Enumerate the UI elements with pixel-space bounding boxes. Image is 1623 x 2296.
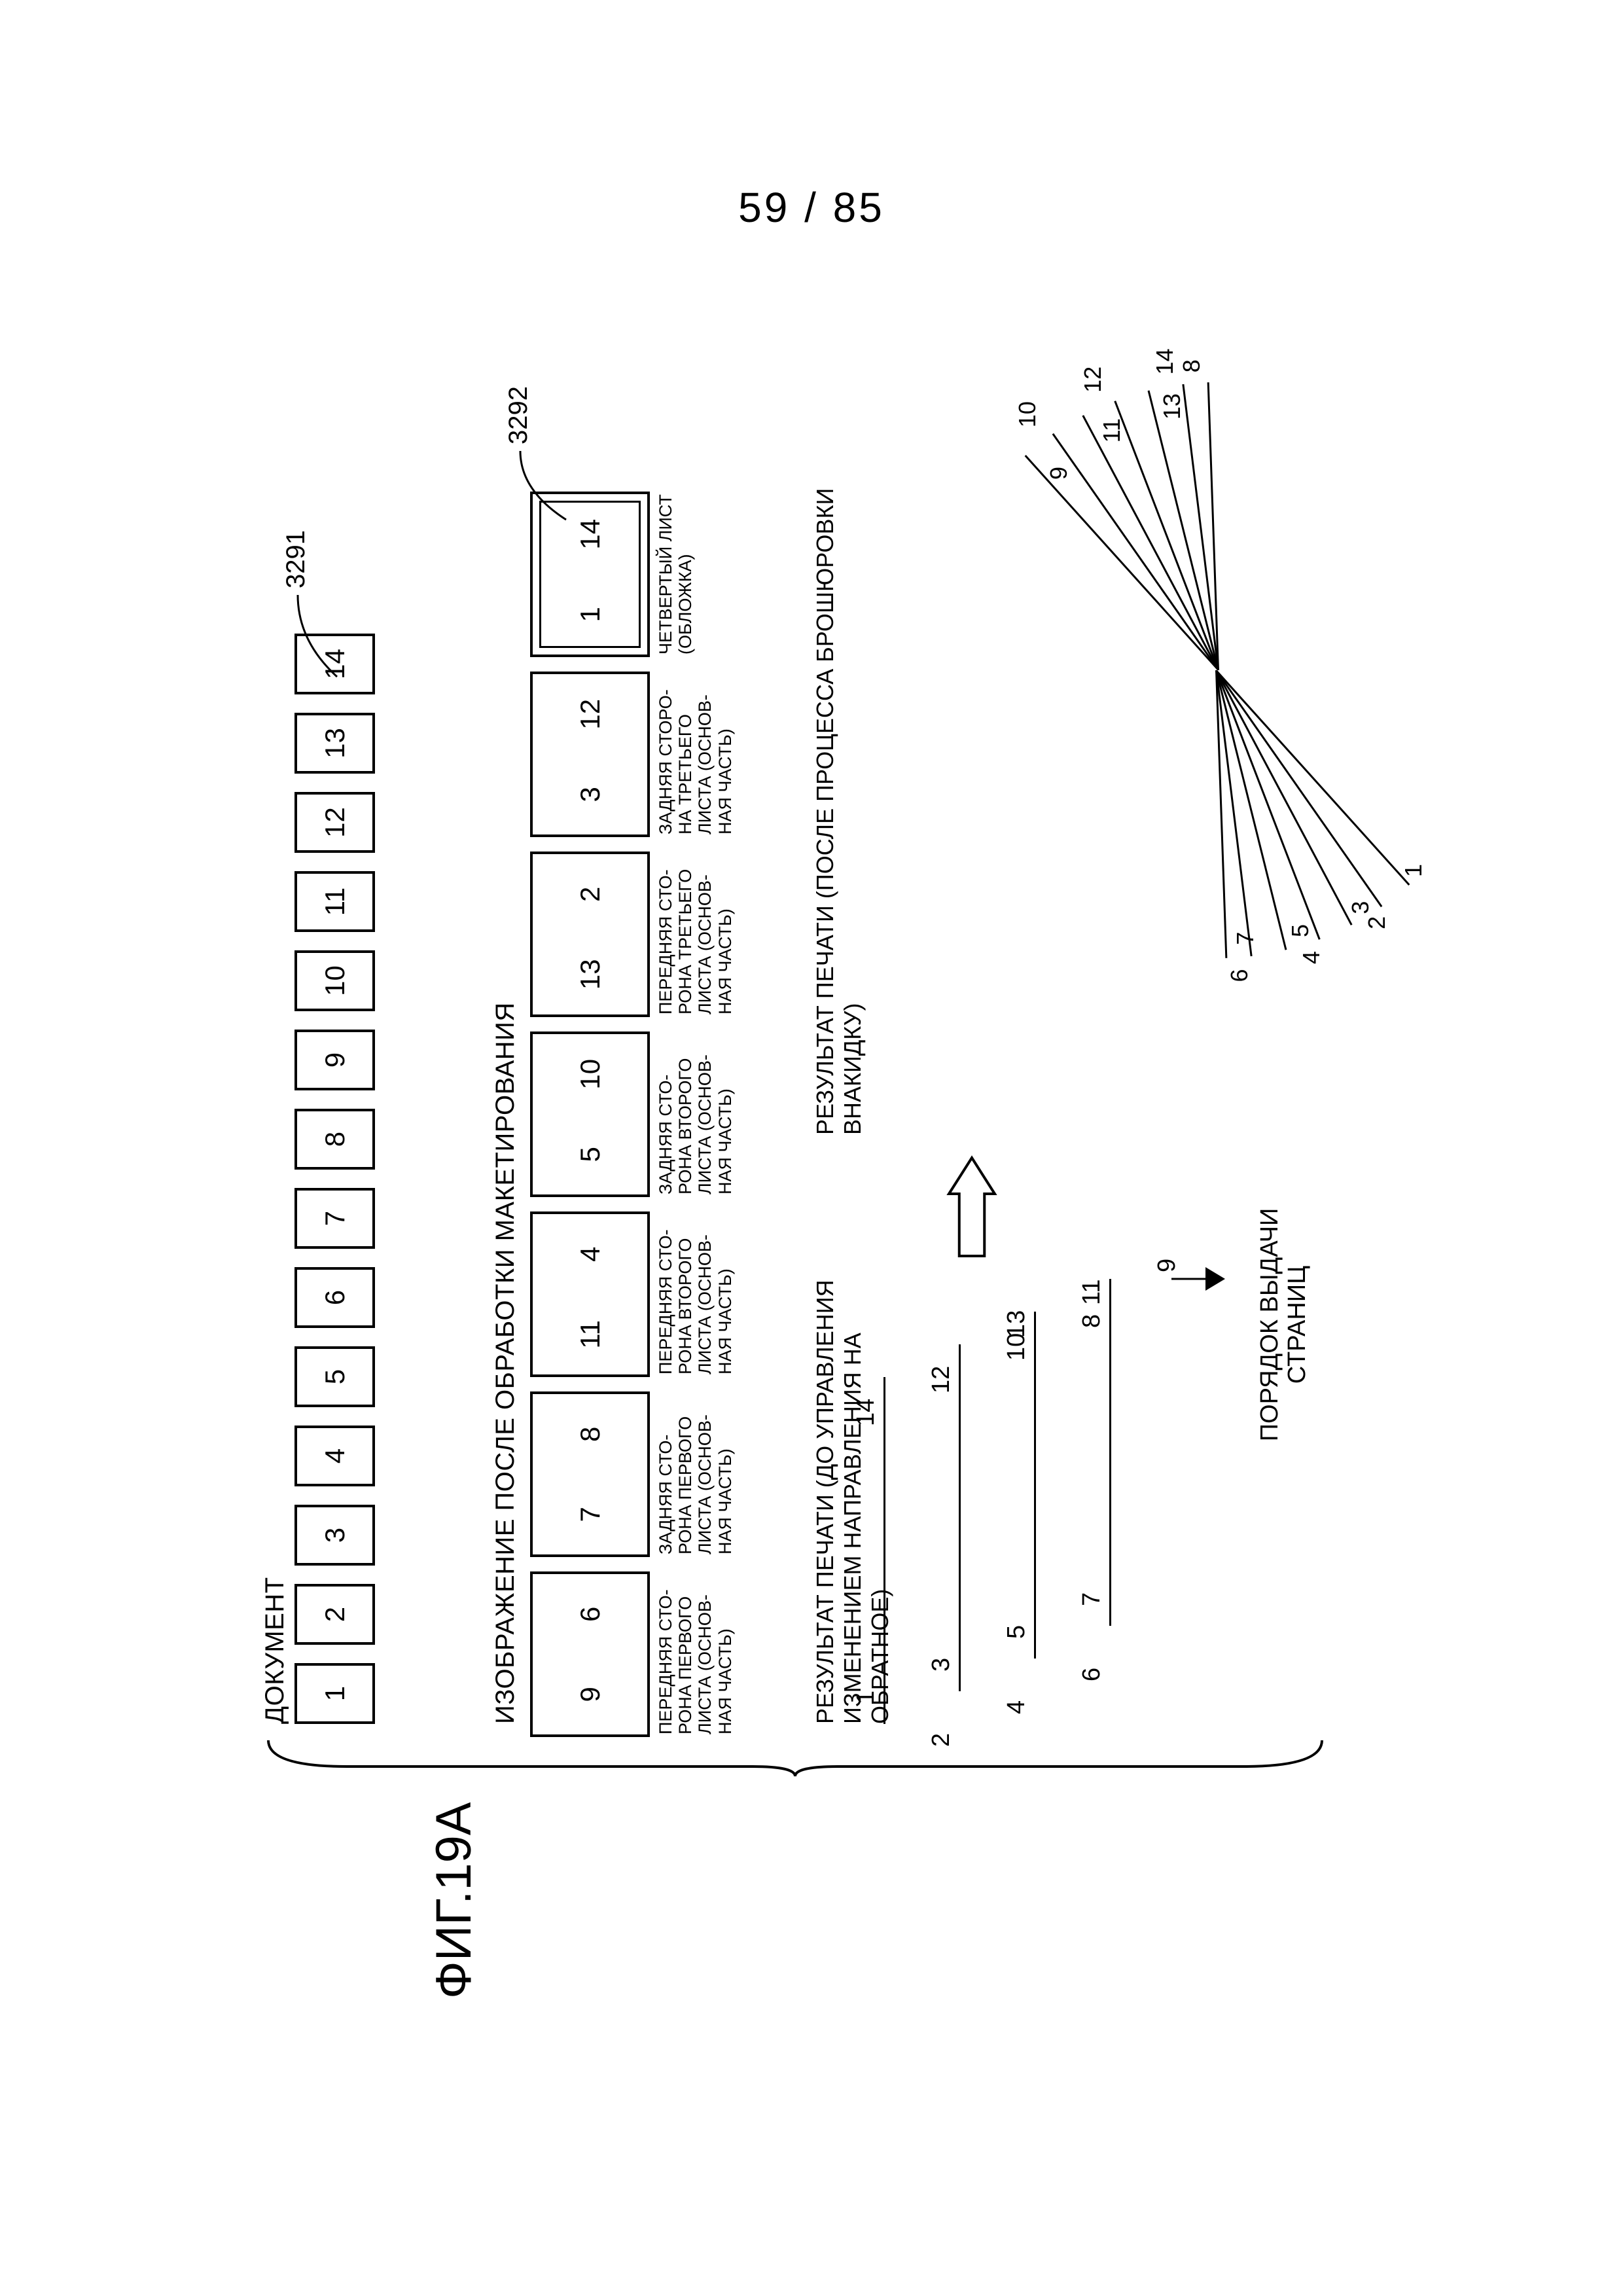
stack-page-number: 11 [1078, 1280, 1106, 1305]
stack-page-number: 4 [1003, 1700, 1031, 1714]
stack-page-number: 6 [1078, 1668, 1106, 1681]
document-page: 11 [294, 871, 375, 932]
stack-page-number: 8 [1078, 1314, 1106, 1328]
order-arrow-down [1171, 1227, 1250, 1305]
title-layout: ИЗОБРАЖЕНИЕ ПОСЛЕ ОБРАБОТКИ МАКЕТИРОВАНИ… [491, 1002, 520, 1724]
title-result-before: РЕЗУЛЬТАТ ПЕЧАТИ (ДО УПРАВЛЕНИЯ ИЗМЕНЕНИ… [812, 1253, 894, 1724]
stack-page-number: 3 [927, 1658, 955, 1672]
figure-19a: ФИГ.19A ДОКУМЕНТ 1234567891011121314 329… [255, 297, 1368, 1999]
document-page: 5 [294, 1346, 375, 1407]
document-page: 2 [294, 1584, 375, 1645]
sheet-caption: ЧЕТВЕРТЫЙ ЛИСТ (ОБЛОЖКА) [656, 494, 695, 655]
document-page: 3 [294, 1505, 375, 1566]
sheet-right-page: 10 [533, 1034, 647, 1115]
sheet-right-page: 2 [533, 854, 647, 935]
stack-page-number: 14 [852, 1399, 880, 1426]
arrow-right [942, 1138, 1014, 1263]
sheet-left-page: 5 [533, 1115, 647, 1195]
title-result-after: РЕЗУЛЬТАТ ПЕЧАТИ (ПОСЛЕ ПРОЦЕССА БРОШЮРО… [812, 382, 866, 1135]
imposition-sheet: 78ЗАДНЯЯ СТО- РОНА ПЕРВОГО ЛИСТА (ОСНОВ-… [530, 1391, 650, 1557]
sheet-caption: ЗАДНЯЯ СТОРО- НА ТРЕТЬЕГО ЛИСТА (ОСНОВ- … [656, 674, 735, 834]
stack-page-number: 12 [927, 1366, 955, 1393]
booklet-page-number: 7 [1232, 932, 1259, 945]
booklet-page-number: 1 [1400, 864, 1427, 877]
booklet-page-number: 14 [1151, 348, 1179, 374]
ref-3292: 3292 [504, 386, 533, 444]
document-page: 7 [294, 1188, 375, 1249]
stack-page-number: 1 [852, 1691, 880, 1704]
booklet-page-number: 2 [1363, 916, 1391, 929]
page: 59 / 85 ФИГ.19A ДОКУМЕНТ 123456789101112… [0, 0, 1623, 2296]
document-page: 10 [294, 950, 375, 1011]
document-pages-row: 1234567891011121314 [294, 634, 375, 1724]
document-page: 8 [294, 1109, 375, 1170]
stack-page-number: 5 [1003, 1625, 1031, 1639]
document-page: 12 [294, 792, 375, 853]
sheet-caption: ПЕРЕДНЯЯ СТО- РОНА ТРЕТЬЕГО ЛИСТА (ОСНОВ… [656, 854, 735, 1014]
order-label: ПОРЯДОК ВЫДАЧИ СТРАНИЦ [1257, 1187, 1311, 1462]
document-page: 13 [294, 713, 375, 774]
booklet-page-number: 5 [1287, 924, 1314, 937]
booklet-page-number: 13 [1158, 393, 1186, 420]
sheet-right-page: 6 [533, 1574, 647, 1655]
sheet-caption: ПЕРЕДНЯЯ СТО- РОНА ПЕРВОГО ЛИСТА (ОСНОВ-… [656, 1574, 735, 1734]
imposition-sheet: 114ПЕРЕДНЯЯ СТО- РОНА ВТОРОГО ЛИСТА (ОСН… [530, 1211, 650, 1377]
sheet-left-page: 7 [533, 1475, 647, 1555]
sheet-right-page: 8 [533, 1394, 647, 1475]
sheet-left-page: 9 [533, 1655, 647, 1735]
curly-brace [255, 1734, 1335, 1780]
imposition-sheet: 96ПЕРЕДНЯЯ СТО- РОНА ПЕРВОГО ЛИСТА (ОСНО… [530, 1571, 650, 1737]
sheet-caption: ЗАДНЯЯ СТО- РОНА ПЕРВОГО ЛИСТА (ОСНОВ- Н… [656, 1394, 735, 1554]
sheet-left-page: 3 [533, 755, 647, 835]
booklet-page-number: 12 [1079, 367, 1107, 393]
ref-3291: 3291 [281, 530, 311, 588]
document-page: 4 [294, 1426, 375, 1486]
booklet-page-number: 8 [1178, 359, 1205, 372]
sheet-left-page: 1 [533, 575, 647, 655]
document-page: 1 [294, 1663, 375, 1724]
sheet-caption: ПЕРЕДНЯЯ СТО- РОНА ВТОРОГО ЛИСТА (ОСНОВ-… [656, 1214, 735, 1374]
sheet-left-page: 13 [533, 935, 647, 1015]
booklet-page-number: 9 [1045, 467, 1073, 480]
document-page: 9 [294, 1030, 375, 1090]
sheet-right-page: 4 [533, 1214, 647, 1295]
sheet-right-page: 12 [533, 674, 647, 755]
booklet-page-number: 4 [1298, 951, 1325, 964]
stack-page-number: 7 [1078, 1592, 1106, 1606]
booklet-page-number: 6 [1226, 969, 1253, 982]
stack-page-number: 13 [1003, 1310, 1031, 1338]
imposition-sheets-row: 96ПЕРЕДНЯЯ СТО- РОНА ПЕРВОГО ЛИСТА (ОСНО… [530, 492, 650, 1737]
figure-label: ФИГ.19A [425, 1802, 482, 1999]
imposition-sheet: 132ПЕРЕДНЯЯ СТО- РОНА ТРЕТЬЕГО ЛИСТА (ОС… [530, 852, 650, 1017]
stack-page-number: 2 [927, 1733, 955, 1747]
page-number: 59 / 85 [0, 183, 1623, 232]
imposition-sheet: 510ЗАДНЯЯ СТО- РОНА ВТОРОГО ЛИСТА (ОСНОВ… [530, 1031, 650, 1197]
imposition-sheet: 312ЗАДНЯЯ СТОРО- НА ТРЕТЬЕГО ЛИСТА (ОСНО… [530, 672, 650, 837]
booklet-page-number: 10 [1014, 401, 1041, 427]
sheet-left-page: 11 [533, 1295, 647, 1375]
sheet-caption: ЗАДНЯЯ СТО- РОНА ВТОРОГО ЛИСТА (ОСНОВ- Н… [656, 1034, 735, 1194]
document-page: 6 [294, 1267, 375, 1328]
title-document: ДОКУМЕНТ [260, 1577, 290, 1724]
booklet-page-number: 3 [1347, 901, 1374, 914]
